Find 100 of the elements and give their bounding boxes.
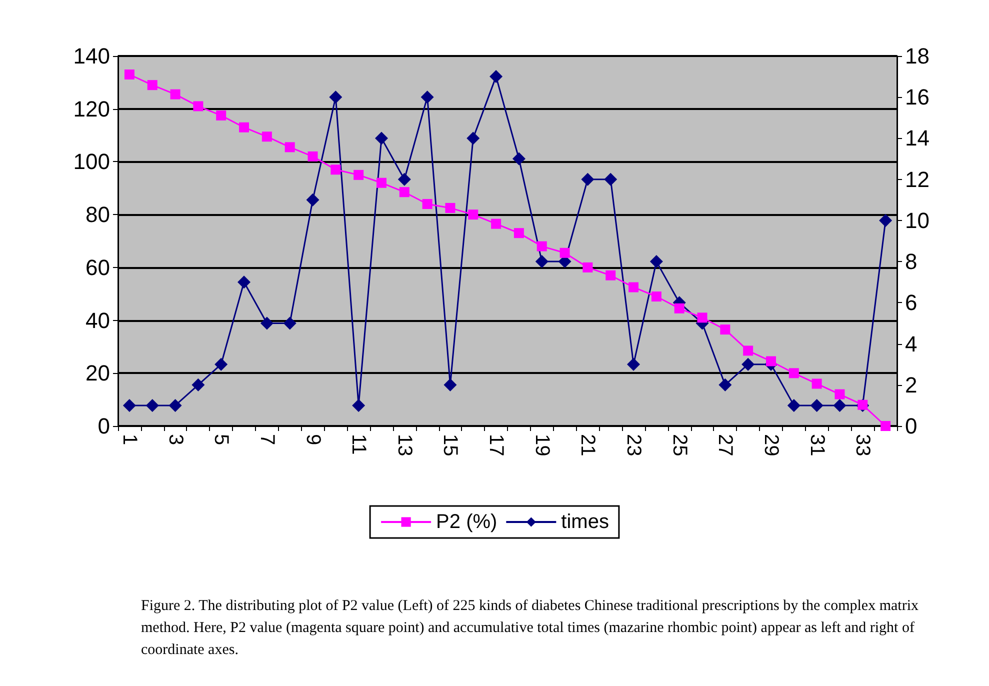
point — [651, 292, 662, 302]
x-tick-label: 11 — [348, 434, 370, 455]
point — [491, 218, 502, 229]
point — [766, 356, 776, 366]
y2-tick-label: 16 — [905, 84, 930, 110]
y2-tick-label: 2 — [905, 372, 918, 398]
point — [354, 170, 364, 180]
legend-label: times — [561, 511, 609, 533]
point — [810, 398, 824, 412]
point — [787, 398, 800, 412]
point — [560, 248, 570, 258]
y2-tick-label: 6 — [905, 290, 918, 316]
point — [193, 101, 204, 112]
point — [535, 255, 548, 268]
point — [582, 262, 593, 272]
y2-tick-label: 0 — [905, 414, 918, 438]
y2-tick-label: 10 — [905, 208, 930, 233]
x-tick-label: 21 — [576, 434, 599, 456]
x-tick-label: 9 — [302, 434, 324, 446]
y2-tick-label: 8 — [905, 249, 918, 274]
point — [260, 316, 274, 330]
point — [420, 90, 434, 104]
x-tick-label: 23 — [622, 434, 645, 456]
point — [650, 255, 663, 268]
point — [490, 70, 503, 84]
point — [628, 282, 639, 292]
x-tick-label: 5 — [210, 434, 232, 446]
y-tick-label: 60 — [86, 254, 110, 280]
y2-tick-label: 4 — [905, 331, 918, 356]
point — [512, 152, 526, 166]
point — [283, 316, 296, 330]
point — [444, 378, 457, 392]
x-tick-label: 25 — [668, 434, 690, 456]
point — [742, 358, 755, 371]
point — [743, 346, 754, 356]
point — [606, 270, 616, 280]
point — [284, 142, 295, 152]
point — [514, 228, 524, 238]
point — [216, 110, 226, 120]
y2-tick-label: 12 — [905, 166, 930, 192]
point — [834, 389, 845, 400]
point — [192, 378, 205, 392]
point — [422, 199, 432, 209]
x-tick-label: 19 — [530, 434, 553, 456]
point — [238, 276, 251, 289]
point — [718, 378, 732, 392]
point — [788, 368, 799, 378]
point — [329, 90, 342, 104]
point — [147, 80, 158, 90]
y-tick-label: 100 — [73, 149, 110, 174]
point — [674, 303, 684, 314]
x-tick-label: 1 — [118, 434, 140, 446]
x-tick-label: 31 — [806, 434, 828, 456]
y-tick-label: 40 — [86, 308, 110, 333]
x-tick-label: 27 — [714, 434, 736, 456]
point — [308, 151, 318, 162]
point — [399, 187, 410, 198]
point — [146, 398, 159, 412]
point — [374, 132, 388, 145]
point — [880, 421, 891, 431]
point — [262, 132, 272, 142]
point — [330, 164, 341, 175]
point — [239, 122, 250, 132]
y-tick-label: 120 — [73, 96, 110, 122]
y-tick-label: 140 — [73, 44, 110, 68]
x-tick-label: 3 — [164, 434, 186, 446]
point — [168, 398, 182, 412]
point — [376, 178, 386, 188]
point — [812, 378, 822, 389]
point — [879, 214, 892, 227]
point — [697, 312, 708, 323]
x-tick-label: 29 — [760, 434, 782, 456]
point — [536, 241, 547, 252]
point — [214, 358, 228, 371]
point — [306, 193, 320, 206]
x-tick-label: 33 — [852, 434, 874, 456]
point — [124, 70, 134, 80]
x-tick-label: 13 — [393, 434, 416, 456]
point — [581, 172, 594, 186]
x-tick-label: 7 — [256, 434, 278, 446]
point — [468, 210, 478, 220]
point — [604, 172, 618, 186]
point — [352, 398, 366, 412]
y2-tick-label: 18 — [905, 44, 930, 68]
x-tick-label: 15 — [439, 434, 462, 456]
y-tick-label: 80 — [86, 202, 110, 228]
point — [170, 89, 180, 100]
y-tick-label: 20 — [86, 360, 110, 386]
y-tick-label: 0 — [98, 414, 110, 438]
x-tick-label: 17 — [485, 434, 508, 456]
legend-label: P2 (%) — [436, 511, 498, 533]
y2-tick-label: 14 — [905, 126, 930, 151]
point — [445, 202, 456, 213]
point — [627, 358, 640, 371]
point — [122, 398, 136, 412]
point — [398, 172, 411, 186]
point — [466, 132, 480, 145]
point — [833, 398, 846, 412]
caption: Figure 2. The distributing plot of P2 value (Left) of 225 kinds of diabetes Chinese traditional prescriptions by the complex matrix method. Here, P2 value (magenta square point) and accumulative total times (mazarine rhombic point) appear as left and right of coordinate axes. — [141, 598, 922, 658]
point — [720, 324, 730, 335]
